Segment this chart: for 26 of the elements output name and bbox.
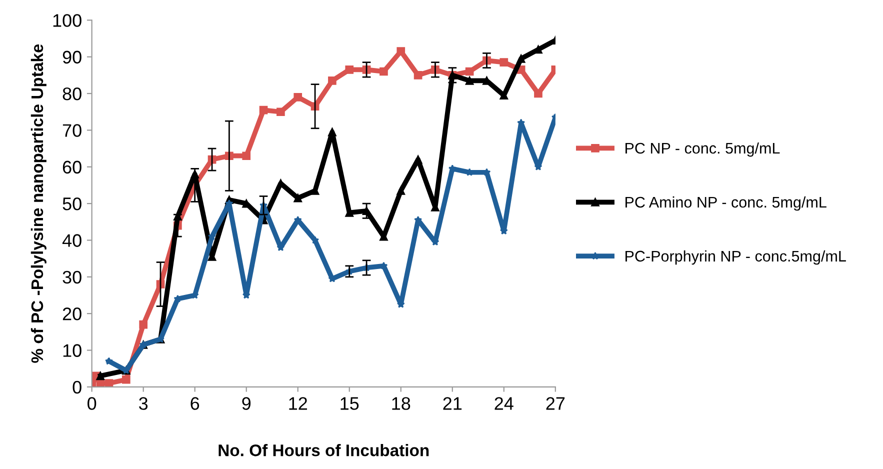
x-tick-label: 21	[443, 397, 462, 410]
y-tick-label: 0	[72, 380, 82, 394]
y-tick-label: 80	[62, 87, 82, 100]
legend-label: PC-Porphyrin NP - conc.5mg/mL	[626, 250, 846, 265]
x-tick-label: 18	[392, 397, 410, 410]
legend-label: PC NP - conc. 5mg/mL	[626, 142, 780, 157]
x-tick-label: 12	[289, 397, 307, 410]
x-tick-label: 9	[242, 397, 251, 410]
y-tick-label: 30	[62, 270, 82, 284]
x-tick-label: 24	[494, 397, 514, 410]
y-tick-label: 90	[62, 50, 82, 64]
y-tick-label: 50	[62, 197, 82, 210]
legend-label: PC Amino NP - conc. 5mg/mL	[626, 196, 826, 211]
y-tick-label: 100	[53, 14, 82, 27]
x-tick-label: 27	[546, 397, 565, 410]
x-tick-label: 6	[190, 397, 200, 410]
y-tick-label: 20	[62, 308, 82, 320]
x-tick-label: 15	[340, 397, 359, 410]
y-tick-label: 60	[62, 160, 82, 174]
y-tick-label: 70	[62, 124, 82, 137]
x-axis-title: No. Of Hours of Incubation	[218, 444, 429, 456]
x-tick-label: 0	[88, 397, 96, 410]
y-tick-label: 40	[62, 234, 82, 247]
y-axis-title: % of PC -Polylysine nanoparticle Uptake	[30, 44, 46, 363]
y-tick-label: 10	[63, 344, 82, 357]
x-tick-label: 3	[139, 397, 148, 410]
